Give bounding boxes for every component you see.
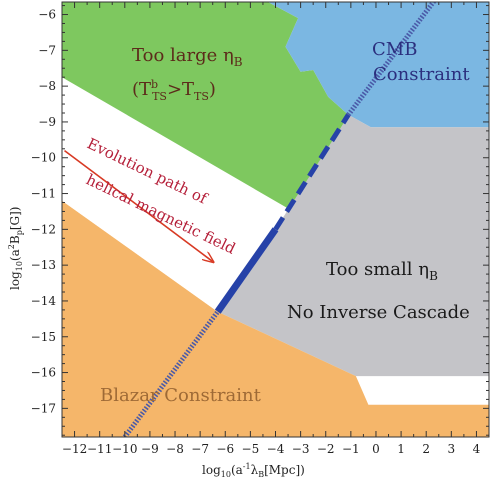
too-large-label-line2: (Tb TS>TTS) — [132, 78, 216, 103]
x-tick-label: −8 — [166, 442, 184, 456]
region-too_large — [62, 2, 349, 212]
too-large-label-line1: Too large ηB — [132, 45, 243, 69]
y-tick-label: −12 — [31, 222, 56, 236]
too-small-label-line2: No Inverse Cascade — [287, 302, 470, 323]
x-tick-label: −10 — [112, 442, 137, 456]
x-axis-title: log10(a-1λB[Mpc]) — [202, 462, 305, 479]
too-small-label-line1: Too small ηB — [326, 259, 438, 283]
x-tick-label: −6 — [216, 442, 234, 456]
y-tick-label: −9 — [38, 115, 56, 129]
lines-layer — [122, 2, 437, 437]
x-tick-label: −1 — [342, 442, 360, 456]
y-tick-label: −7 — [38, 43, 56, 57]
x-tick-label: −3 — [292, 442, 310, 456]
y-tick-label: −14 — [31, 294, 57, 308]
region-cmb — [268, 2, 489, 128]
x-tick-label: 0 — [372, 442, 380, 456]
x-tick-label: −9 — [141, 442, 159, 456]
x-tick-label: 4 — [473, 442, 481, 456]
y-tick-label: −13 — [31, 258, 56, 272]
dotted-path-segment-0 — [122, 310, 220, 437]
region-allowed — [62, 77, 276, 312]
blazar-label: Blazar Constraint — [100, 385, 262, 406]
x-tick-label: 3 — [448, 442, 456, 456]
y-tick-label: −16 — [31, 366, 56, 380]
y-tick-label: −11 — [31, 187, 56, 201]
y-tick-label: −8 — [38, 79, 56, 93]
x-tick-label: −11 — [87, 442, 112, 456]
dotted-path-segment-3 — [346, 2, 437, 117]
cmb-label-line1: CMB — [372, 39, 417, 60]
y-tick-label: −10 — [31, 151, 56, 165]
x-tick-label: 1 — [397, 442, 405, 456]
y-tick-label: −6 — [38, 8, 56, 22]
arrow-layer — [64, 149, 213, 262]
dashed-path-segment — [273, 113, 351, 231]
x-tick-label: −5 — [242, 442, 260, 456]
solid-path-segment — [214, 227, 279, 314]
y-tick-label: −17 — [31, 401, 56, 415]
y-axis-title: log10(a2Bp[G]) — [7, 207, 24, 290]
x-tick-label: −12 — [62, 442, 87, 456]
axes-layer: −12 −11 −10 −9 −8 −7 −6 −5 −4 −3 −2 −1 0 1 2 3 4−17−16−1… — [7, 1, 490, 479]
x-tick-label: 2 — [422, 442, 430, 456]
x-tick-label: −2 — [317, 442, 335, 456]
evolution-arrow — [64, 149, 213, 262]
y-tick-label: −15 — [31, 330, 56, 344]
region-too_small — [217, 114, 489, 377]
x-tick-label: −4 — [267, 442, 285, 456]
cmb-label-line2: Constraint — [373, 64, 470, 85]
x-tick-label: −7 — [191, 442, 209, 456]
